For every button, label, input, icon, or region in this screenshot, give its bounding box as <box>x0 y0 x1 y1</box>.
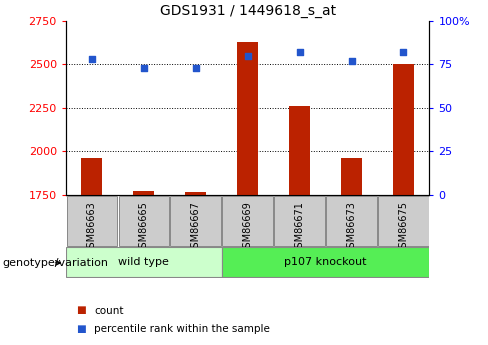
Bar <box>66 247 222 277</box>
Bar <box>170 196 221 246</box>
Bar <box>378 196 429 246</box>
Bar <box>341 158 362 345</box>
Point <box>192 65 200 70</box>
Text: GSM86667: GSM86667 <box>191 201 201 254</box>
Bar <box>237 42 258 345</box>
Point <box>244 53 252 58</box>
Point <box>347 58 355 63</box>
Bar <box>66 196 117 246</box>
Text: GSM86675: GSM86675 <box>399 201 408 254</box>
Point <box>88 56 96 62</box>
Title: GDS1931 / 1449618_s_at: GDS1931 / 1449618_s_at <box>160 4 336 18</box>
Text: ■: ■ <box>76 325 85 334</box>
Bar <box>274 196 325 246</box>
Text: count: count <box>94 306 123 315</box>
Bar <box>393 64 414 345</box>
Text: percentile rank within the sample: percentile rank within the sample <box>94 325 270 334</box>
Text: GSM86669: GSM86669 <box>243 201 253 254</box>
Text: GSM86663: GSM86663 <box>87 201 97 254</box>
Text: ■: ■ <box>76 306 85 315</box>
Point <box>400 49 407 55</box>
Bar <box>119 196 169 246</box>
Bar <box>223 196 273 246</box>
Bar <box>326 196 377 246</box>
Text: GSM86673: GSM86673 <box>346 201 357 254</box>
Text: p107 knockout: p107 knockout <box>285 257 367 267</box>
Text: wild type: wild type <box>119 257 169 267</box>
Text: GSM86665: GSM86665 <box>139 201 149 254</box>
Text: genotype/variation: genotype/variation <box>2 258 108 268</box>
Bar <box>222 247 429 277</box>
Bar <box>133 191 154 345</box>
Bar <box>81 158 102 345</box>
Point <box>296 49 304 55</box>
Bar <box>289 106 310 345</box>
Bar <box>185 192 206 345</box>
Text: GSM86671: GSM86671 <box>295 201 305 254</box>
Point <box>140 65 148 70</box>
